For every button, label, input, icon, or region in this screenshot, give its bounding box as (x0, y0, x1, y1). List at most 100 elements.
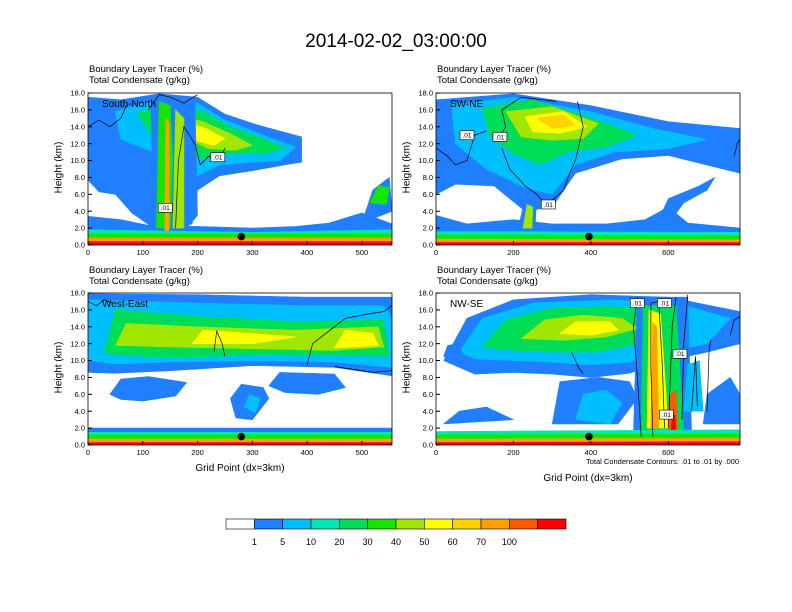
x-tick-label: 100 (137, 248, 150, 257)
x-tick-label: 0 (86, 248, 90, 257)
y-tick-label: 14.0 (70, 122, 85, 131)
x-tick-label: 500 (356, 248, 369, 257)
panel-title-line2: Total Condensate (g/kg) (89, 75, 190, 86)
condensate-contour (306, 305, 392, 365)
x-tick-label: 200 (507, 448, 520, 457)
y-tick-label: 16.0 (418, 105, 433, 114)
x-tick-label: 0 (434, 448, 438, 457)
contour-label-box (659, 409, 674, 420)
y-tick-label: 14.0 (70, 322, 85, 331)
contour-label: .01 (633, 301, 642, 308)
colorbar-swatch (480, 518, 510, 530)
contour-label: .01 (213, 155, 222, 162)
contour-note: Total Condensate Contours: .01 to .01 by… (585, 457, 739, 466)
y-tick-label: 10.0 (70, 356, 85, 365)
y-tick-label: 10.0 (418, 156, 433, 165)
condensate-contour (148, 94, 198, 111)
condensate-contour (334, 366, 392, 373)
colorbar-swatch (254, 518, 283, 530)
y-tick-label: 4.0 (75, 207, 85, 216)
colorbar-label: 40 (391, 537, 401, 547)
x-tick-label: 600 (662, 248, 675, 257)
tracer-shading (164, 117, 170, 242)
y-tick-label: 8.0 (423, 373, 433, 382)
condensate-contour (571, 351, 584, 374)
contour-label: .01 (495, 134, 504, 141)
colorbar-swatch (537, 518, 567, 530)
panel-title-line2: Total Condensate (g/kg) (437, 276, 538, 287)
y-tick-label: 8.0 (423, 173, 433, 182)
y-axis-label-south-north: Height (km) (53, 141, 65, 194)
plot-frame (435, 92, 741, 246)
contour-label: .01 (462, 133, 471, 140)
colorbar-swatch (395, 518, 425, 530)
contour-label-box (657, 298, 672, 308)
tracer-shading (369, 185, 390, 205)
panel-section-name: West-East (102, 299, 148, 310)
y-tick-label: 2.0 (75, 224, 85, 233)
condensate-contour (88, 105, 127, 128)
x-tick-label: 400 (585, 448, 598, 457)
x-tick-label: 400 (301, 248, 314, 257)
contour-label-box (672, 348, 688, 359)
contour-label-box (492, 132, 508, 142)
condensate-contour (681, 294, 689, 420)
y-tick-label: 2.0 (423, 424, 433, 433)
location-marker (237, 232, 246, 241)
tracer-shading (650, 322, 659, 429)
section-panel-nw-se: .01 .01 .01 .01 NW-SE 0 200 400 600 0.0 2.0 4.0 6.0 8… (418, 289, 741, 457)
y-tick-label: 4.0 (423, 407, 433, 416)
x-tick-label: 500 (356, 448, 369, 457)
colorbar-label: 30 (363, 537, 373, 547)
y-tick-label: 6.0 (423, 190, 433, 199)
x-axis-label-nw-se: Grid Point (dx=3km) (543, 473, 633, 484)
condensate-contour (436, 130, 487, 166)
panel-title-nw-se: Boundary Layer Tracer (%) Total Condensa… (437, 265, 551, 287)
y-tick-label: 0.0 (423, 241, 433, 250)
panel-title-sw-ne: Boundary Layer Tracer (%) Total Condensa… (437, 64, 551, 86)
colorbar-label: 60 (448, 537, 458, 547)
condensate-contour (729, 316, 740, 336)
condensate-contour (691, 356, 698, 412)
plot-frame (87, 292, 393, 446)
x-tick-label: 200 (191, 448, 204, 457)
contour-label-box (630, 298, 645, 308)
x-tick-label: 0 (434, 248, 438, 257)
y-tick-label: 14.0 (418, 122, 433, 131)
tracer-shading (536, 114, 576, 129)
condensate-contour (733, 139, 740, 157)
section-panel-sw-ne: .01 .01 .01 SW-NE 0 200 400 600 0.0 2.0 4.0 6.0 8.0 1… (418, 89, 741, 257)
x-tick-label: 200 (507, 248, 520, 257)
colorbar-swatch (509, 518, 538, 530)
tracer-shading (443, 406, 514, 425)
y-tick-label: 6.0 (75, 390, 85, 399)
tracer-shading (268, 372, 346, 395)
contour-label-box (210, 152, 226, 162)
y-tick-label: 12.0 (70, 139, 85, 148)
tracer-shading (575, 389, 623, 425)
y-axis-label-west-east: Height (km) (53, 341, 65, 394)
condensate-contour (633, 297, 642, 437)
y-tick-label: 10.0 (418, 356, 433, 365)
y-tick-label: 16.0 (70, 305, 85, 314)
x-tick-label: 400 (585, 248, 598, 257)
contour-label-box (541, 199, 556, 210)
x-tick-label: 200 (191, 248, 204, 257)
y-tick-label: 6.0 (75, 190, 85, 199)
y-tick-label: 2.0 (75, 424, 85, 433)
panel-title-line1: Boundary Layer Tracer (%) (89, 64, 204, 75)
plot-frame (435, 292, 741, 446)
y-tick-label: 18.0 (418, 89, 433, 98)
panel-section-name: South-North (102, 99, 156, 110)
y-tick-label: 18.0 (70, 89, 85, 98)
y-tick-label: 14.0 (418, 322, 433, 331)
tracer-shading (243, 394, 261, 414)
y-tick-label: 4.0 (75, 407, 85, 416)
colorbar-swatch (310, 518, 340, 530)
y-tick-label: 8.0 (75, 373, 85, 382)
condensate-contour (88, 299, 113, 307)
location-marker (585, 232, 593, 241)
y-tick-label: 2.0 (423, 224, 433, 233)
condensate-contour (668, 297, 677, 429)
y-tick-label: 8.0 (75, 173, 85, 182)
